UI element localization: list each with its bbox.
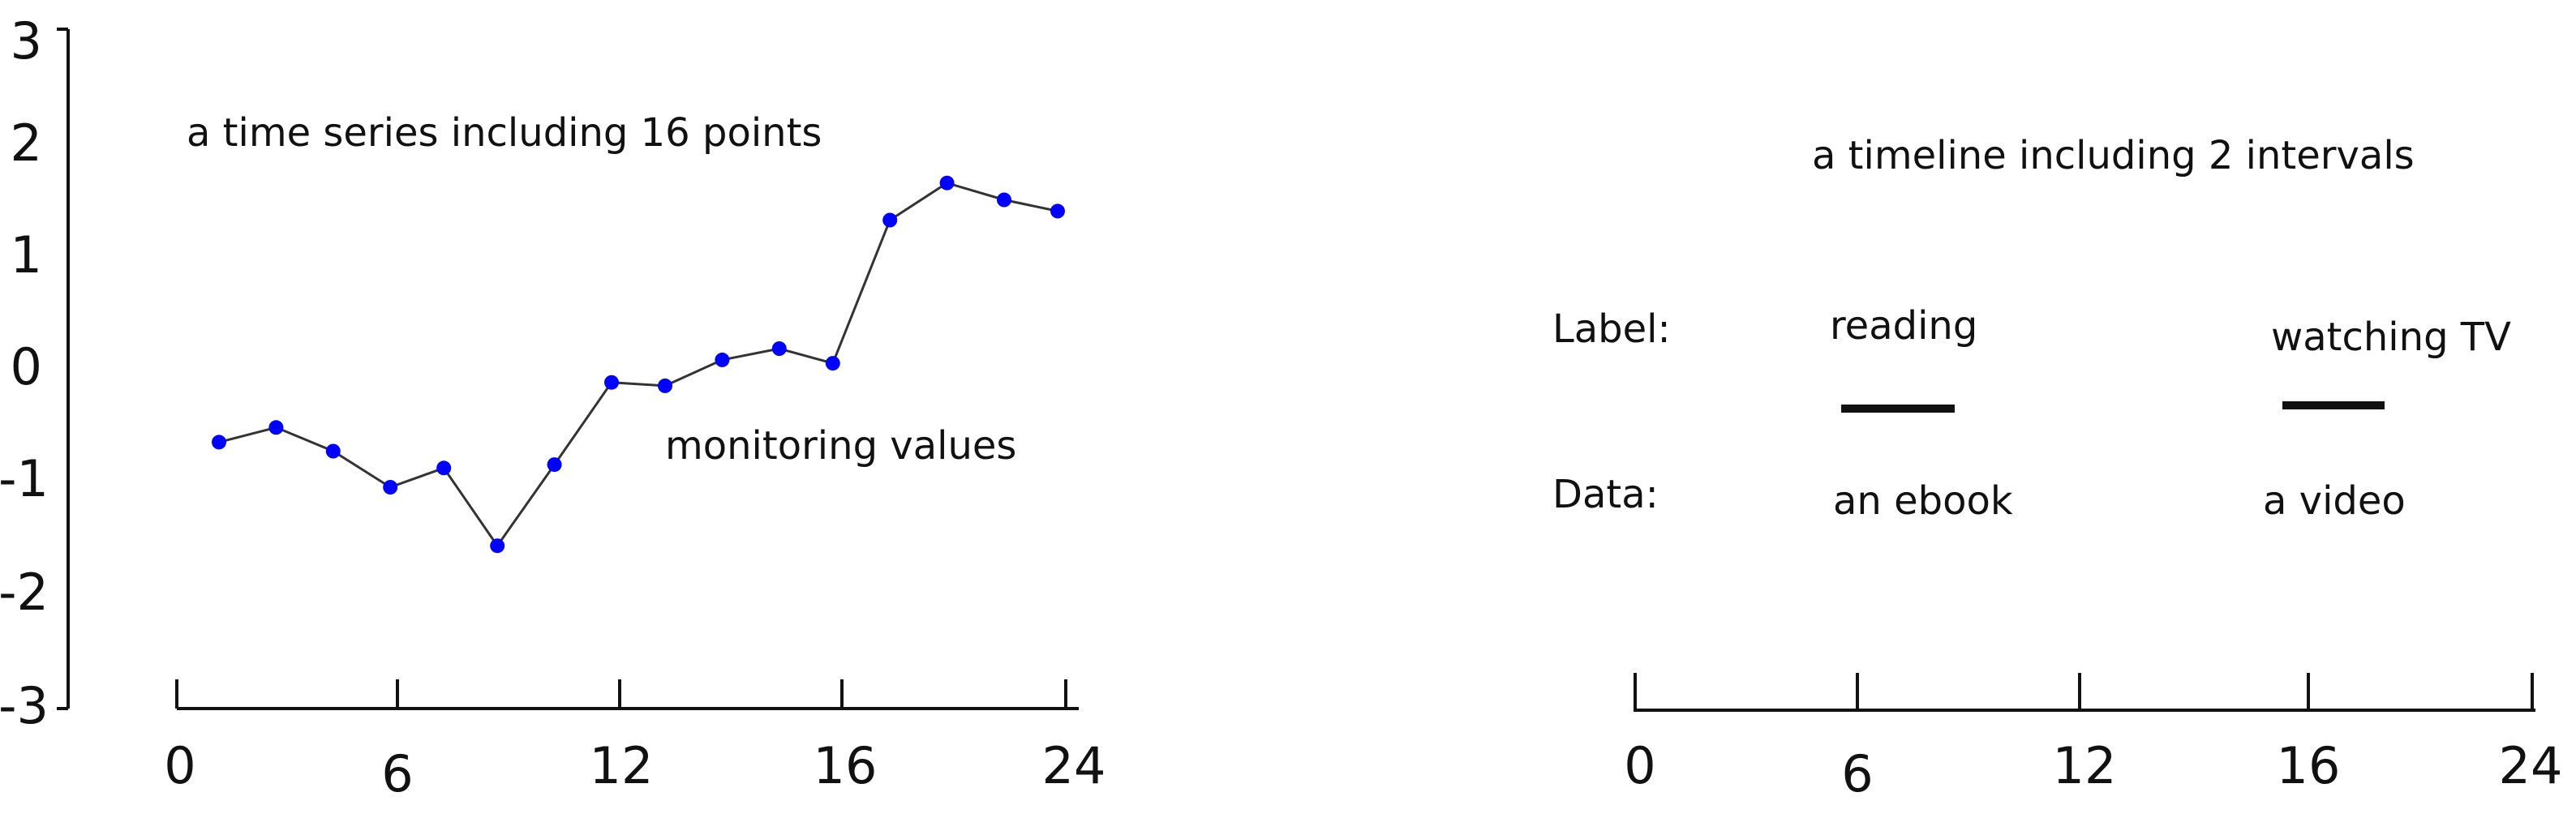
y-tick-label: -1 [0, 449, 49, 508]
time-series-panel: 3 2 1 0 -1 -2 -3 0 6 12 16 24 a time ser… [0, 11, 1106, 803]
ts-x-tick-label: 6 [381, 744, 413, 803]
data-point [825, 356, 840, 371]
tl-x-tick-label: 16 [2277, 736, 2341, 795]
data-point [490, 538, 505, 554]
y-tick-label: 2 [11, 113, 42, 173]
ts-x-tick-label: 16 [814, 736, 878, 795]
data-point [1050, 203, 1065, 219]
tl-x-tick-label: 24 [2499, 736, 2563, 795]
data-point [547, 457, 562, 473]
data-point [939, 175, 955, 191]
y-tick-label: -2 [0, 563, 49, 622]
tl-x-tick-label: 12 [2053, 736, 2117, 795]
y-tick-label: 3 [11, 11, 42, 71]
ts-caption: a time series including 16 points [187, 110, 822, 156]
ts-x-tick-label: 0 [164, 736, 195, 795]
data-row-title: Data: [1552, 472, 1659, 517]
data-point [771, 341, 787, 356]
interval-label-reading: reading [1830, 303, 1977, 349]
data-point [268, 420, 284, 435]
tl-caption: a timeline including 2 intervals [1812, 133, 2415, 178]
tl-x-tick-label: 6 [1841, 744, 1873, 803]
data-point [658, 378, 672, 393]
ts-x-tick-label: 24 [1042, 736, 1106, 795]
label-row-title: Label: [1552, 306, 1671, 352]
data-point [997, 192, 1011, 208]
y-tick-label: -3 [0, 676, 49, 735]
tl-x-tick-label: 0 [1624, 736, 1655, 795]
series-line [218, 182, 1058, 548]
data-point [436, 460, 452, 476]
data-point [325, 443, 341, 459]
series-layer [212, 175, 1065, 554]
ts-x-tick-label: 12 [590, 736, 654, 795]
data-point [715, 352, 730, 367]
data-point [882, 212, 898, 228]
interval-data-video: a video [2263, 478, 2406, 524]
data-point [383, 480, 398, 495]
timeline-panel: a timeline including 2 intervals Label: … [1552, 133, 2562, 803]
interval-label-watching-tv: watching TV [2271, 315, 2511, 360]
data-point [604, 375, 619, 390]
y-tick-label: 0 [11, 337, 42, 396]
interval-data-ebook: an ebook [1833, 478, 2013, 524]
y-tick-label: 1 [11, 225, 42, 285]
monitoring-values-label: monitoring values [665, 423, 1016, 469]
data-point [212, 435, 226, 450]
